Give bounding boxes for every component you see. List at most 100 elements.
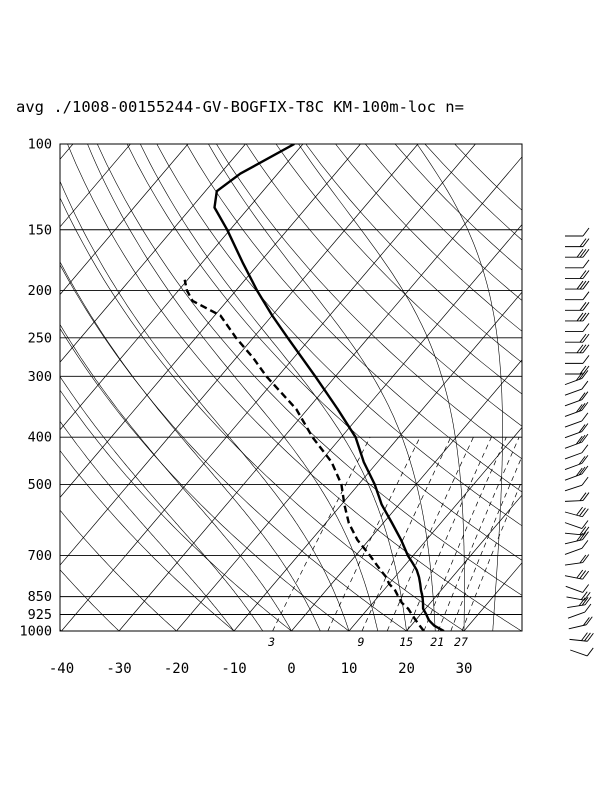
mixing-ratio-label: 3	[267, 635, 275, 649]
wind-barb	[564, 380, 589, 396]
isotherm	[60, 144, 246, 363]
temperature-tick-label: 10	[341, 661, 358, 677]
wind-barb	[565, 333, 590, 343]
pressure-tick-label: 300	[28, 369, 52, 385]
mixing-ratio-label: 21	[430, 635, 444, 649]
wind-barb	[564, 455, 589, 470]
wind-barb	[564, 391, 589, 407]
isotherm	[60, 144, 304, 431]
pressure-tick-label: 200	[28, 283, 52, 299]
dry-adiabat	[97, 144, 522, 596]
wind-barb	[564, 540, 589, 555]
dewpoint-series	[183, 279, 425, 631]
isotherm	[406, 494, 522, 631]
isotherm	[463, 562, 522, 631]
wind-barb	[565, 238, 590, 248]
isotherm	[60, 144, 189, 296]
wind-barb	[564, 402, 589, 417]
pressure-tick-label: 850	[28, 589, 52, 605]
moist-adiabat	[60, 180, 350, 631]
mixing-ratio-line	[423, 437, 507, 631]
wind-barb	[565, 280, 590, 290]
isotherm	[291, 359, 522, 631]
wind-barb	[565, 248, 590, 258]
wind-barb	[569, 632, 594, 642]
pressure-tick-label: 925	[28, 607, 52, 623]
wind-barb	[565, 270, 590, 279]
dry-adiabat	[365, 144, 522, 301]
wind-barb	[564, 531, 589, 545]
wind-barb	[565, 259, 590, 269]
isotherms	[60, 144, 522, 631]
wind-barbs	[564, 227, 594, 657]
temperature-tick-labels: -40 -30 -20 -10 0 10 20 30	[49, 661, 473, 677]
temperature-tick-label: -40	[49, 661, 74, 677]
wind-barb	[565, 291, 590, 301]
moist-adiabat	[60, 261, 321, 631]
wind-barb	[565, 365, 590, 375]
moist-adiabats	[60, 144, 503, 631]
wind-barb	[564, 520, 589, 529]
mixing-ratio-lines	[272, 437, 522, 631]
wind-barb	[567, 596, 592, 608]
wind-barb	[564, 492, 590, 502]
dry-adiabat	[394, 144, 522, 271]
isotherm	[60, 144, 131, 228]
plot-frame	[59, 143, 523, 632]
wind-barb	[564, 433, 589, 449]
mixing-ratio-label: 9	[358, 635, 365, 649]
wind-barb	[565, 584, 590, 593]
dry-adiabat	[60, 509, 177, 631]
moist-adiabat	[416, 144, 503, 631]
temperature-series	[213, 144, 445, 631]
mixing-ratio-line	[461, 479, 522, 631]
wind-barb	[568, 616, 593, 630]
pressure-tick-label: 700	[28, 548, 52, 564]
temperature-tick-label: -30	[106, 661, 131, 677]
wind-barb	[566, 591, 591, 601]
mixing-ratio-line	[361, 437, 452, 631]
dry-adiabat	[67, 144, 522, 631]
plot-area	[59, 143, 523, 632]
wind-barb	[564, 423, 589, 439]
wind-barb	[564, 412, 589, 428]
pressure-tick-label: 250	[28, 330, 52, 346]
wind-barb	[564, 569, 590, 580]
dry-adiabat	[454, 144, 522, 211]
dry-adiabat	[186, 144, 522, 493]
isotherm	[233, 291, 522, 631]
dry-adiabat	[156, 144, 522, 527]
dry-adiabat	[126, 144, 522, 561]
isotherm	[60, 144, 419, 566]
mixing-ratio-line	[272, 437, 371, 631]
isotherm	[348, 426, 522, 631]
isotherm	[521, 629, 522, 631]
mixing-ratio-labels: 3 9 15 21 27	[267, 635, 468, 649]
pressure-tick-label: 400	[28, 430, 52, 446]
mixing-ratio-line	[450, 455, 522, 631]
moist-adiabat	[87, 144, 379, 631]
wind-barb	[565, 302, 590, 311]
chart-title: avg ./1008-00155244-GV-BOGFIX-T8C KM-100…	[16, 98, 464, 116]
temperature-tick-label: -20	[164, 661, 189, 677]
wind-barb	[565, 355, 590, 364]
wind-barb	[564, 554, 590, 566]
temperature-tick-label: 0	[287, 661, 295, 677]
wind-barb	[565, 323, 590, 332]
pressure-tick-label: 100	[28, 137, 52, 153]
isotherm	[118, 156, 522, 631]
temperature-tick-label: 20	[398, 661, 415, 677]
wind-barb	[570, 647, 594, 657]
isotherm	[61, 144, 476, 631]
wind-barb	[564, 444, 589, 460]
temperature-tick-label: 30	[456, 661, 473, 677]
wind-barb	[564, 506, 589, 518]
pressure-tick-label: 500	[28, 477, 52, 493]
dry-adiabat	[60, 327, 350, 631]
dry-adiabat	[335, 144, 522, 332]
wind-barb	[564, 370, 589, 386]
mixing-ratio-line	[437, 437, 520, 631]
isobars	[60, 144, 522, 631]
